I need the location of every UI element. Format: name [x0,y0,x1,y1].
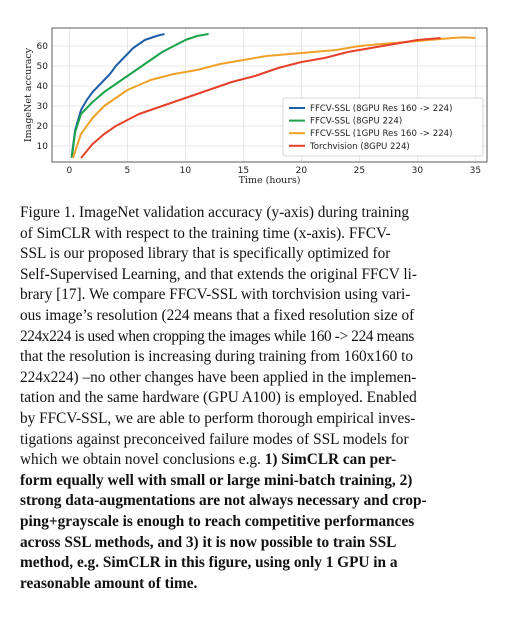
x-tick-label: 5 [125,166,131,176]
caption-bold-line: method, e.g. SimCLR in this figure, usin… [20,554,398,572]
caption-line: SSL is our proposed library that is spec… [20,245,391,263]
caption-line: Self-Supervised Learning, and that exten… [20,265,417,283]
x-tick-label: 35 [470,166,481,176]
legend-label-3: Torchvision (8GPU 224) [309,142,410,152]
caption-line: tation and the same hardware (GPU A100) … [20,389,417,407]
y-tick-label: 40 [37,82,49,92]
caption-line: tigations against preconceived failure m… [20,430,409,448]
caption-line: by FFCV-SSL, we are able to perform thor… [20,409,416,427]
x-tick-label: 30 [412,166,424,176]
y-tick-label: 60 [37,42,49,52]
caption-line: which we obtain novel conclusions e.g. [20,451,261,469]
y-tick-label: 50 [37,62,49,72]
caption-line: Figure 1. ImageNet validation accuracy (… [20,204,410,221]
caption-line: 224x224) –no other changes have been app… [20,368,417,386]
x-tick-label: 15 [238,166,249,176]
caption-line: of SimCLR with respect to the training t… [20,224,391,242]
caption-bold-line: across SSL methods, and 3) it is now pos… [20,533,397,551]
caption-line: that the resolution is increasing during… [20,348,413,366]
accuracy-chart: 0 5 10 15 20 25 30 35 10 20 30 40 50 60 Time (hours) Im… [23,27,488,186]
x-tick-label: 20 [296,166,308,176]
legend-label-2: FFCV-SSL (1GPU Res 160 -> 224) [310,129,452,139]
series-line-3 [80,37,441,159]
x-tick-label: 25 [354,166,365,176]
caption-bold-line: reasonable amount of time. [20,574,198,592]
figure-caption: Figure 1. ImageNet validation accuracy (… [20,203,501,594]
series-line-0 [70,33,165,157]
caption-bold-line: ping+grayscale is enough to reach compet… [20,512,415,530]
y-axis-title: ImageNet accuracy [23,47,34,142]
x-tick-label: 10 [180,166,192,176]
caption-bold-line: strong data-augmentations are not always… [20,492,427,510]
legend-label-1: FFCV-SSL (8GPU 224) [310,117,402,127]
caption-line: brary [17]. We compare FFCV-SSL with tor… [20,286,411,304]
caption-line-mixed: which we obtain novel conclusions e.g. 1… [20,450,501,471]
accuracy-figure: 0 5 10 15 20 25 30 35 10 20 30 40 50 60 Time (hours) Im… [0,0,519,200]
caption-bold-line: form equally well with small or large mi… [20,471,413,489]
caption-line: ous image’s resolution (224 means that a… [20,306,415,324]
y-tick-label: 10 [37,142,49,152]
caption-line: 224x224 is used when cropping the images… [20,327,414,345]
y-tick-label: 30 [37,102,49,112]
series-line-1 [70,33,209,159]
x-tick-label: 0 [67,166,73,176]
legend-box [282,97,484,157]
plot-frame [51,27,488,163]
x-axis-title: Time (hours) [239,175,301,186]
caption-bold-line: 1) SimCLR can per- [260,451,397,469]
legend-label-0: FFCV-SSL (8GPU Res 160 -> 224) [310,104,452,114]
y-tick-label: 20 [37,122,49,132]
